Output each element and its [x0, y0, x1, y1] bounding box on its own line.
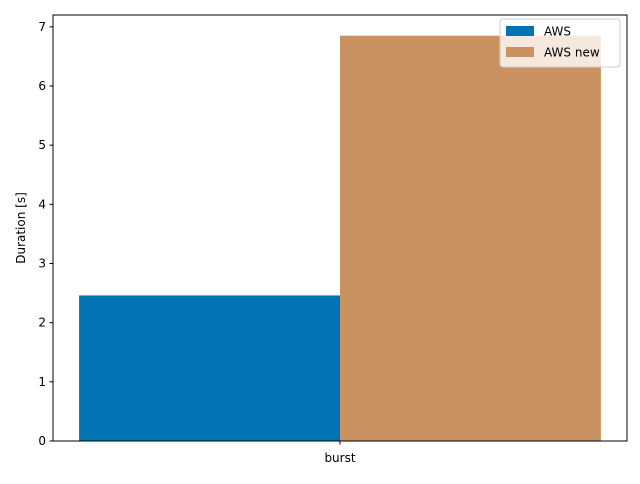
y-axis-ticks: 0 1 2 3 4 5 6 7: [38, 20, 53, 448]
y-tick-label: 0: [38, 434, 46, 448]
y-tick-label: 3: [38, 257, 46, 271]
x-axis-ticks: burst: [324, 441, 356, 465]
y-tick-label: 7: [38, 20, 46, 34]
y-tick-label: 4: [38, 197, 46, 211]
legend: AWS AWS new: [499, 18, 621, 68]
legend-swatch: [506, 47, 534, 57]
bars-layer: [79, 35, 601, 441]
y-tick-label: 5: [38, 138, 46, 152]
y-tick-label: 6: [38, 79, 46, 93]
legend-label: AWS new: [544, 46, 600, 60]
legend-swatch: [506, 26, 534, 36]
bar-aws-burst: [79, 295, 340, 441]
y-tick-label: 1: [38, 375, 46, 389]
y-tick-label: 2: [38, 316, 46, 330]
x-tick-label: burst: [324, 451, 355, 465]
bar-aws-new-burst: [340, 35, 601, 441]
axes-layer: 0 1 2 3 4 5 6 7 burst Duration [s]: [14, 14, 628, 465]
y-axis-label: Duration [s]: [14, 192, 28, 264]
legend-label: AWS: [544, 25, 571, 39]
